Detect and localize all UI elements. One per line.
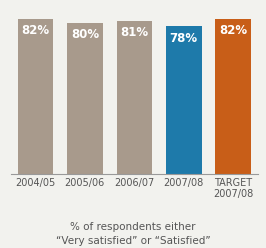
Bar	[18, 19, 53, 174]
Text: 81%: 81%	[120, 26, 148, 39]
Text: 82%: 82%	[219, 25, 247, 37]
Text: 82%: 82%	[21, 25, 49, 37]
Text: % of respondents either
“Very satisfied” or “Satisfied”: % of respondents either “Very satisfied”…	[56, 222, 210, 246]
Bar	[117, 21, 152, 174]
Bar	[166, 26, 202, 174]
Text: 78%: 78%	[170, 32, 198, 45]
Bar	[67, 23, 103, 174]
Text: 80%: 80%	[71, 28, 99, 41]
Bar	[215, 19, 251, 174]
